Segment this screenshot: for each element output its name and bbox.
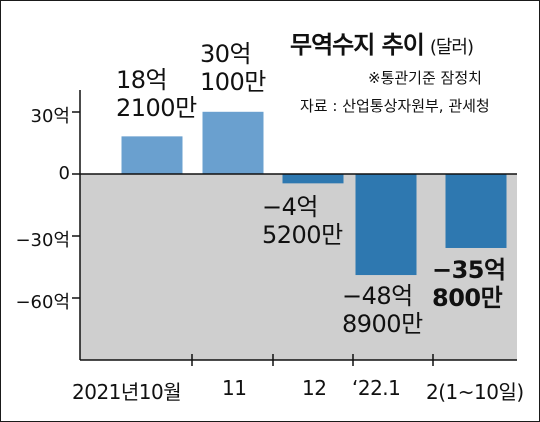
data-label: 30억 100만 <box>200 40 266 96</box>
data-label: −35억 800만 <box>432 256 506 312</box>
x-tick-label: ‘22.1 <box>352 376 401 400</box>
y-tick-label: −60억 <box>15 292 70 313</box>
bar <box>355 174 417 276</box>
data-label: −4억 5200만 <box>262 193 343 249</box>
x-tick-label: 2021년10월 <box>72 380 182 404</box>
x-tick-label: 11 <box>222 376 247 400</box>
negative-region-background <box>80 174 517 360</box>
bar <box>121 136 183 174</box>
data-label: 18억 2100만 <box>116 66 197 122</box>
bar <box>202 111 264 174</box>
chart-unit: (달러) <box>429 37 474 58</box>
chart-note: ※통관기준 잠정치 <box>368 69 482 87</box>
y-tick-label: 0 <box>58 163 70 184</box>
data-label: −48억 8900만 <box>342 282 423 338</box>
chart-source: 자료 : 산업통상자원부, 관세청 <box>300 97 490 115</box>
bar <box>282 174 344 184</box>
bar <box>445 174 507 248</box>
chart-title: 무역수지 추이 (달러) <box>290 31 474 59</box>
x-tick-label: 2(1~10일) <box>426 380 524 404</box>
y-tick-label: 30억 <box>30 106 70 127</box>
y-tick-label: −30억 <box>15 230 70 251</box>
x-tick-label: 12 <box>302 376 327 400</box>
